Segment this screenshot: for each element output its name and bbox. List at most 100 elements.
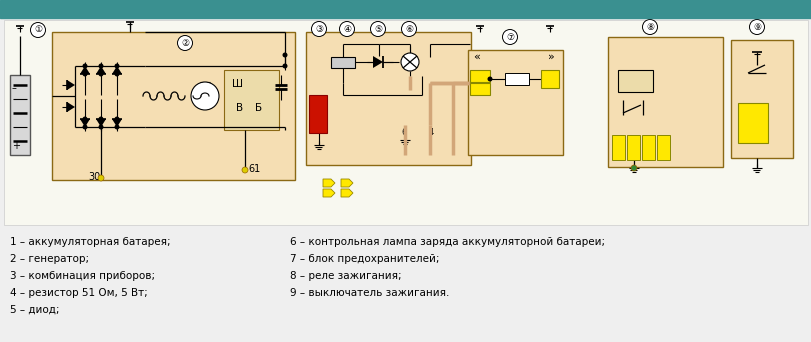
Bar	[309, 95, 327, 133]
Text: ⑤: ⑤	[374, 25, 382, 34]
Text: ②: ②	[181, 39, 189, 48]
Polygon shape	[372, 56, 383, 68]
Text: Ш: Ш	[232, 79, 243, 89]
Polygon shape	[323, 179, 335, 187]
Text: ①: ①	[34, 26, 42, 35]
Polygon shape	[341, 189, 353, 197]
Text: 6 – контрольная лампа заряда аккумуляторной батареи;: 6 – контрольная лампа заряда аккумулятор…	[290, 237, 604, 247]
Bar	[737, 103, 767, 143]
Circle shape	[98, 175, 104, 181]
Circle shape	[370, 22, 385, 37]
Bar	[4, 20, 807, 225]
Circle shape	[242, 167, 247, 173]
Polygon shape	[323, 189, 335, 197]
Circle shape	[114, 64, 119, 68]
Circle shape	[114, 71, 119, 77]
Circle shape	[282, 64, 287, 68]
Polygon shape	[112, 119, 122, 127]
Text: 85: 85	[659, 142, 667, 152]
Bar	[607, 37, 722, 167]
Circle shape	[502, 29, 517, 44]
Text: В: В	[236, 103, 243, 113]
Polygon shape	[80, 66, 90, 74]
Bar	[331, 57, 354, 68]
Polygon shape	[341, 179, 353, 187]
Text: Б: Б	[476, 84, 483, 94]
Bar	[656, 135, 669, 160]
Circle shape	[83, 64, 88, 68]
Bar	[52, 32, 294, 180]
Circle shape	[98, 71, 103, 77]
Circle shape	[401, 22, 416, 37]
Bar	[611, 135, 624, 160]
Text: 2: 2	[546, 74, 553, 84]
Text: 86: 86	[643, 142, 652, 152]
Text: +: +	[12, 141, 20, 151]
Text: «: «	[473, 52, 479, 62]
Text: ⑦: ⑦	[505, 32, 513, 41]
Bar	[642, 135, 654, 160]
Circle shape	[191, 82, 219, 110]
Circle shape	[114, 117, 119, 121]
Polygon shape	[112, 66, 122, 74]
Text: 3 – комбинация приборов;: 3 – комбинация приборов;	[10, 271, 155, 281]
Text: 30/1: 30/1	[756, 115, 762, 131]
Text: ③: ③	[315, 25, 323, 34]
Bar	[467, 50, 562, 155]
Text: 9 – выключатель зажигания.: 9 – выключатель зажигания.	[290, 288, 448, 298]
Bar	[224, 70, 279, 130]
Bar	[306, 32, 470, 165]
Circle shape	[98, 124, 103, 130]
Text: Б: Б	[476, 71, 483, 81]
Text: 7 – блок предохранителей;: 7 – блок предохранителей;	[290, 254, 439, 264]
Text: 4: 4	[428, 128, 433, 137]
Circle shape	[630, 165, 636, 171]
Text: Б: Б	[255, 103, 262, 113]
Text: 4 – резистор 51 Ом, 5 Вт;: 4 – резистор 51 Ом, 5 Вт;	[10, 288, 148, 298]
Circle shape	[83, 71, 88, 77]
Text: 61: 61	[247, 164, 260, 174]
Circle shape	[98, 64, 103, 68]
Bar	[504, 73, 528, 85]
Polygon shape	[80, 119, 90, 127]
Text: ⑨: ⑨	[752, 23, 760, 31]
Text: 6: 6	[401, 128, 406, 137]
Bar	[0, 0, 811, 18]
Polygon shape	[67, 80, 75, 90]
Polygon shape	[96, 119, 106, 127]
Bar	[617, 70, 652, 92]
Bar	[10, 75, 30, 155]
Text: 2 – генератор;: 2 – генератор;	[10, 254, 89, 264]
Text: 5 – диод;: 5 – диод;	[10, 305, 59, 315]
Circle shape	[98, 117, 103, 121]
Text: 15: 15	[741, 118, 750, 128]
Text: 1 – аккумуляторная батарея;: 1 – аккумуляторная батарея;	[10, 237, 170, 247]
Circle shape	[31, 23, 45, 38]
Circle shape	[83, 117, 88, 121]
Circle shape	[339, 22, 354, 37]
Circle shape	[114, 124, 119, 130]
Text: ⑥: ⑥	[405, 25, 413, 34]
Bar	[470, 70, 489, 82]
Bar	[540, 70, 558, 88]
Circle shape	[749, 19, 764, 35]
Polygon shape	[67, 102, 75, 112]
Circle shape	[282, 53, 287, 57]
Text: ⑧: ⑧	[645, 23, 653, 31]
Circle shape	[401, 53, 418, 71]
Text: –: –	[12, 83, 17, 93]
Circle shape	[642, 19, 657, 35]
Bar	[626, 135, 639, 160]
Circle shape	[311, 22, 326, 37]
Text: 30: 30	[629, 142, 637, 152]
Text: 87: 87	[613, 142, 622, 152]
Bar	[470, 83, 489, 95]
Text: ④: ④	[342, 25, 350, 34]
Polygon shape	[96, 66, 106, 74]
Circle shape	[83, 124, 88, 130]
Text: »: »	[547, 52, 554, 62]
Circle shape	[487, 77, 492, 81]
Text: 8 – реле зажигания;: 8 – реле зажигания;	[290, 271, 401, 281]
Text: 30: 30	[88, 172, 100, 182]
Circle shape	[178, 36, 192, 51]
